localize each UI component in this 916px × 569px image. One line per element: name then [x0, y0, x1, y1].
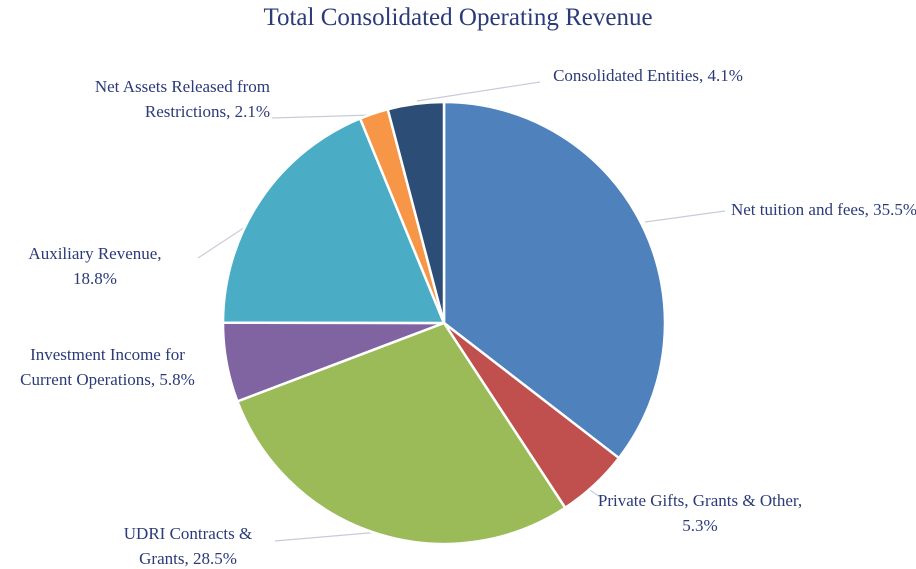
- leader-line: [274, 531, 381, 542]
- category-label: Investment Income for Current Operations…: [20, 345, 185, 389]
- pie-slice: [235, 321, 567, 546]
- pie-slice: [221, 116, 446, 325]
- value-label: 35.5%: [873, 200, 916, 219]
- category-label: UDRI Contracts & Grants,: [123, 524, 253, 568]
- category-label: Net tuition and fees,: [730, 200, 869, 219]
- pie-slice: [386, 100, 446, 324]
- category-label: Net Assets Released from Restrictions,: [94, 77, 270, 121]
- slice-label: Investment Income for Current Operations…: [5, 342, 210, 392]
- slice-label: Private Gifts, Grants & Other, 5.3%: [590, 488, 810, 538]
- value-label: 5.8%: [159, 370, 195, 389]
- slice-label: Auxiliary Revenue, 18.8%: [5, 241, 185, 291]
- slice-label: Net tuition and fees, 35.5%: [722, 197, 916, 222]
- leader-line: [271, 114, 373, 119]
- leader-line: [644, 210, 726, 223]
- pie-slice: [442, 100, 667, 460]
- value-label: 2.1%: [234, 102, 270, 121]
- leader-line: [416, 81, 541, 102]
- value-label: 18.8%: [73, 269, 117, 288]
- chart-title: Total Consolidated Operating Revenue: [263, 4, 653, 31]
- slice-label: UDRI Contracts & Grants, 28.5%: [98, 521, 278, 569]
- category-label: Auxiliary Revenue,: [28, 244, 162, 263]
- leader-line: [589, 489, 601, 498]
- slice-label: Consolidated Entities, 4.1%: [548, 63, 748, 88]
- category-label: Private Gifts, Grants & Other,: [597, 491, 803, 510]
- category-label: Consolidated Entities,: [553, 66, 704, 85]
- value-label: 5.3%: [682, 516, 718, 535]
- value-label: 28.5%: [192, 549, 237, 568]
- slice-label: Net Assets Released from Restrictions, 2…: [40, 74, 270, 124]
- value-label: 4.1%: [707, 66, 743, 85]
